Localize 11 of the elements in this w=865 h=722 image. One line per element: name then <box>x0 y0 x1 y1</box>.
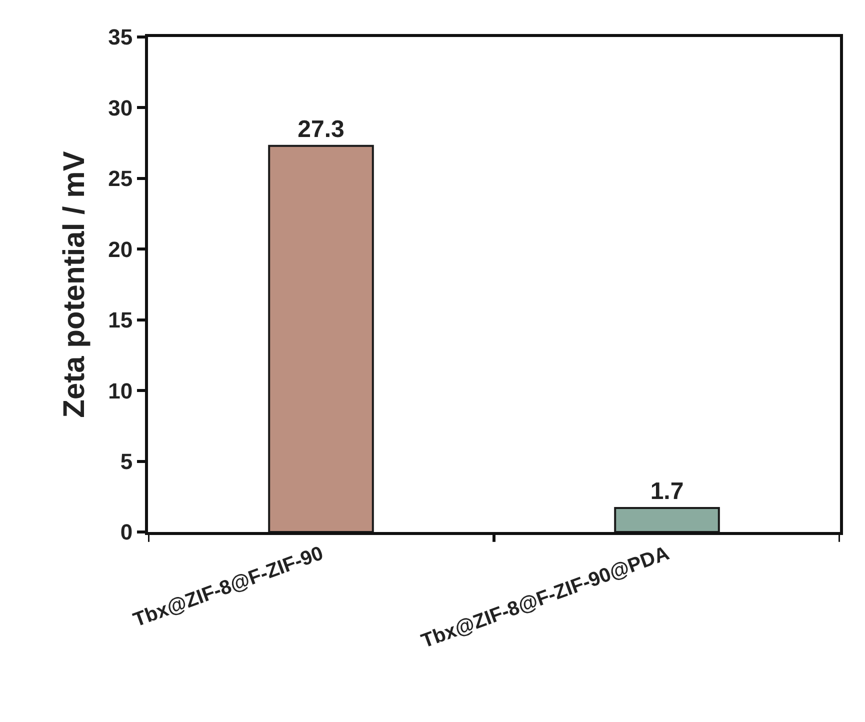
y-tick-label: 20 <box>108 236 133 262</box>
data-label: 27.3 <box>298 116 344 143</box>
y-tick-label: 30 <box>108 95 133 120</box>
y-tick-label: 5 <box>120 448 133 474</box>
y-tick-label: 25 <box>108 166 133 192</box>
y-tick-label: 35 <box>108 24 133 50</box>
y-axis-title: Zeta potential / mV <box>58 151 92 418</box>
y-tick-label: 10 <box>108 378 133 404</box>
y-tick-label: 15 <box>108 308 133 333</box>
y-tick-label: 0 <box>120 520 133 545</box>
data-label: 1.7 <box>650 478 684 505</box>
